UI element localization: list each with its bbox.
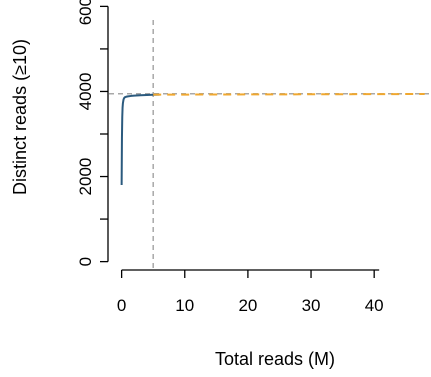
y-tick-label: 2000 <box>76 158 95 196</box>
x-tick-label: 0 <box>117 296 126 315</box>
x-tick-label: 30 <box>302 296 321 315</box>
y-tick-label: 0 <box>76 257 95 266</box>
series-line-observed <box>120 93 160 186</box>
plot-lines <box>109 20 431 270</box>
x-tick-label: 40 <box>365 296 384 315</box>
series-line-extrapolated <box>153 93 425 96</box>
x-tick-label: 20 <box>238 296 257 315</box>
x-tick-label: 10 <box>175 296 194 315</box>
y-tick-label: 6000 <box>76 0 95 25</box>
y-tick-label: 4000 <box>76 73 95 111</box>
x-axis-title: Total reads (M) <box>215 349 335 369</box>
axes: 0 2000 4000 6000 0 10 20 30 40 <box>76 0 384 315</box>
y-axis-title: Distinct reads (≥10) <box>10 39 30 195</box>
